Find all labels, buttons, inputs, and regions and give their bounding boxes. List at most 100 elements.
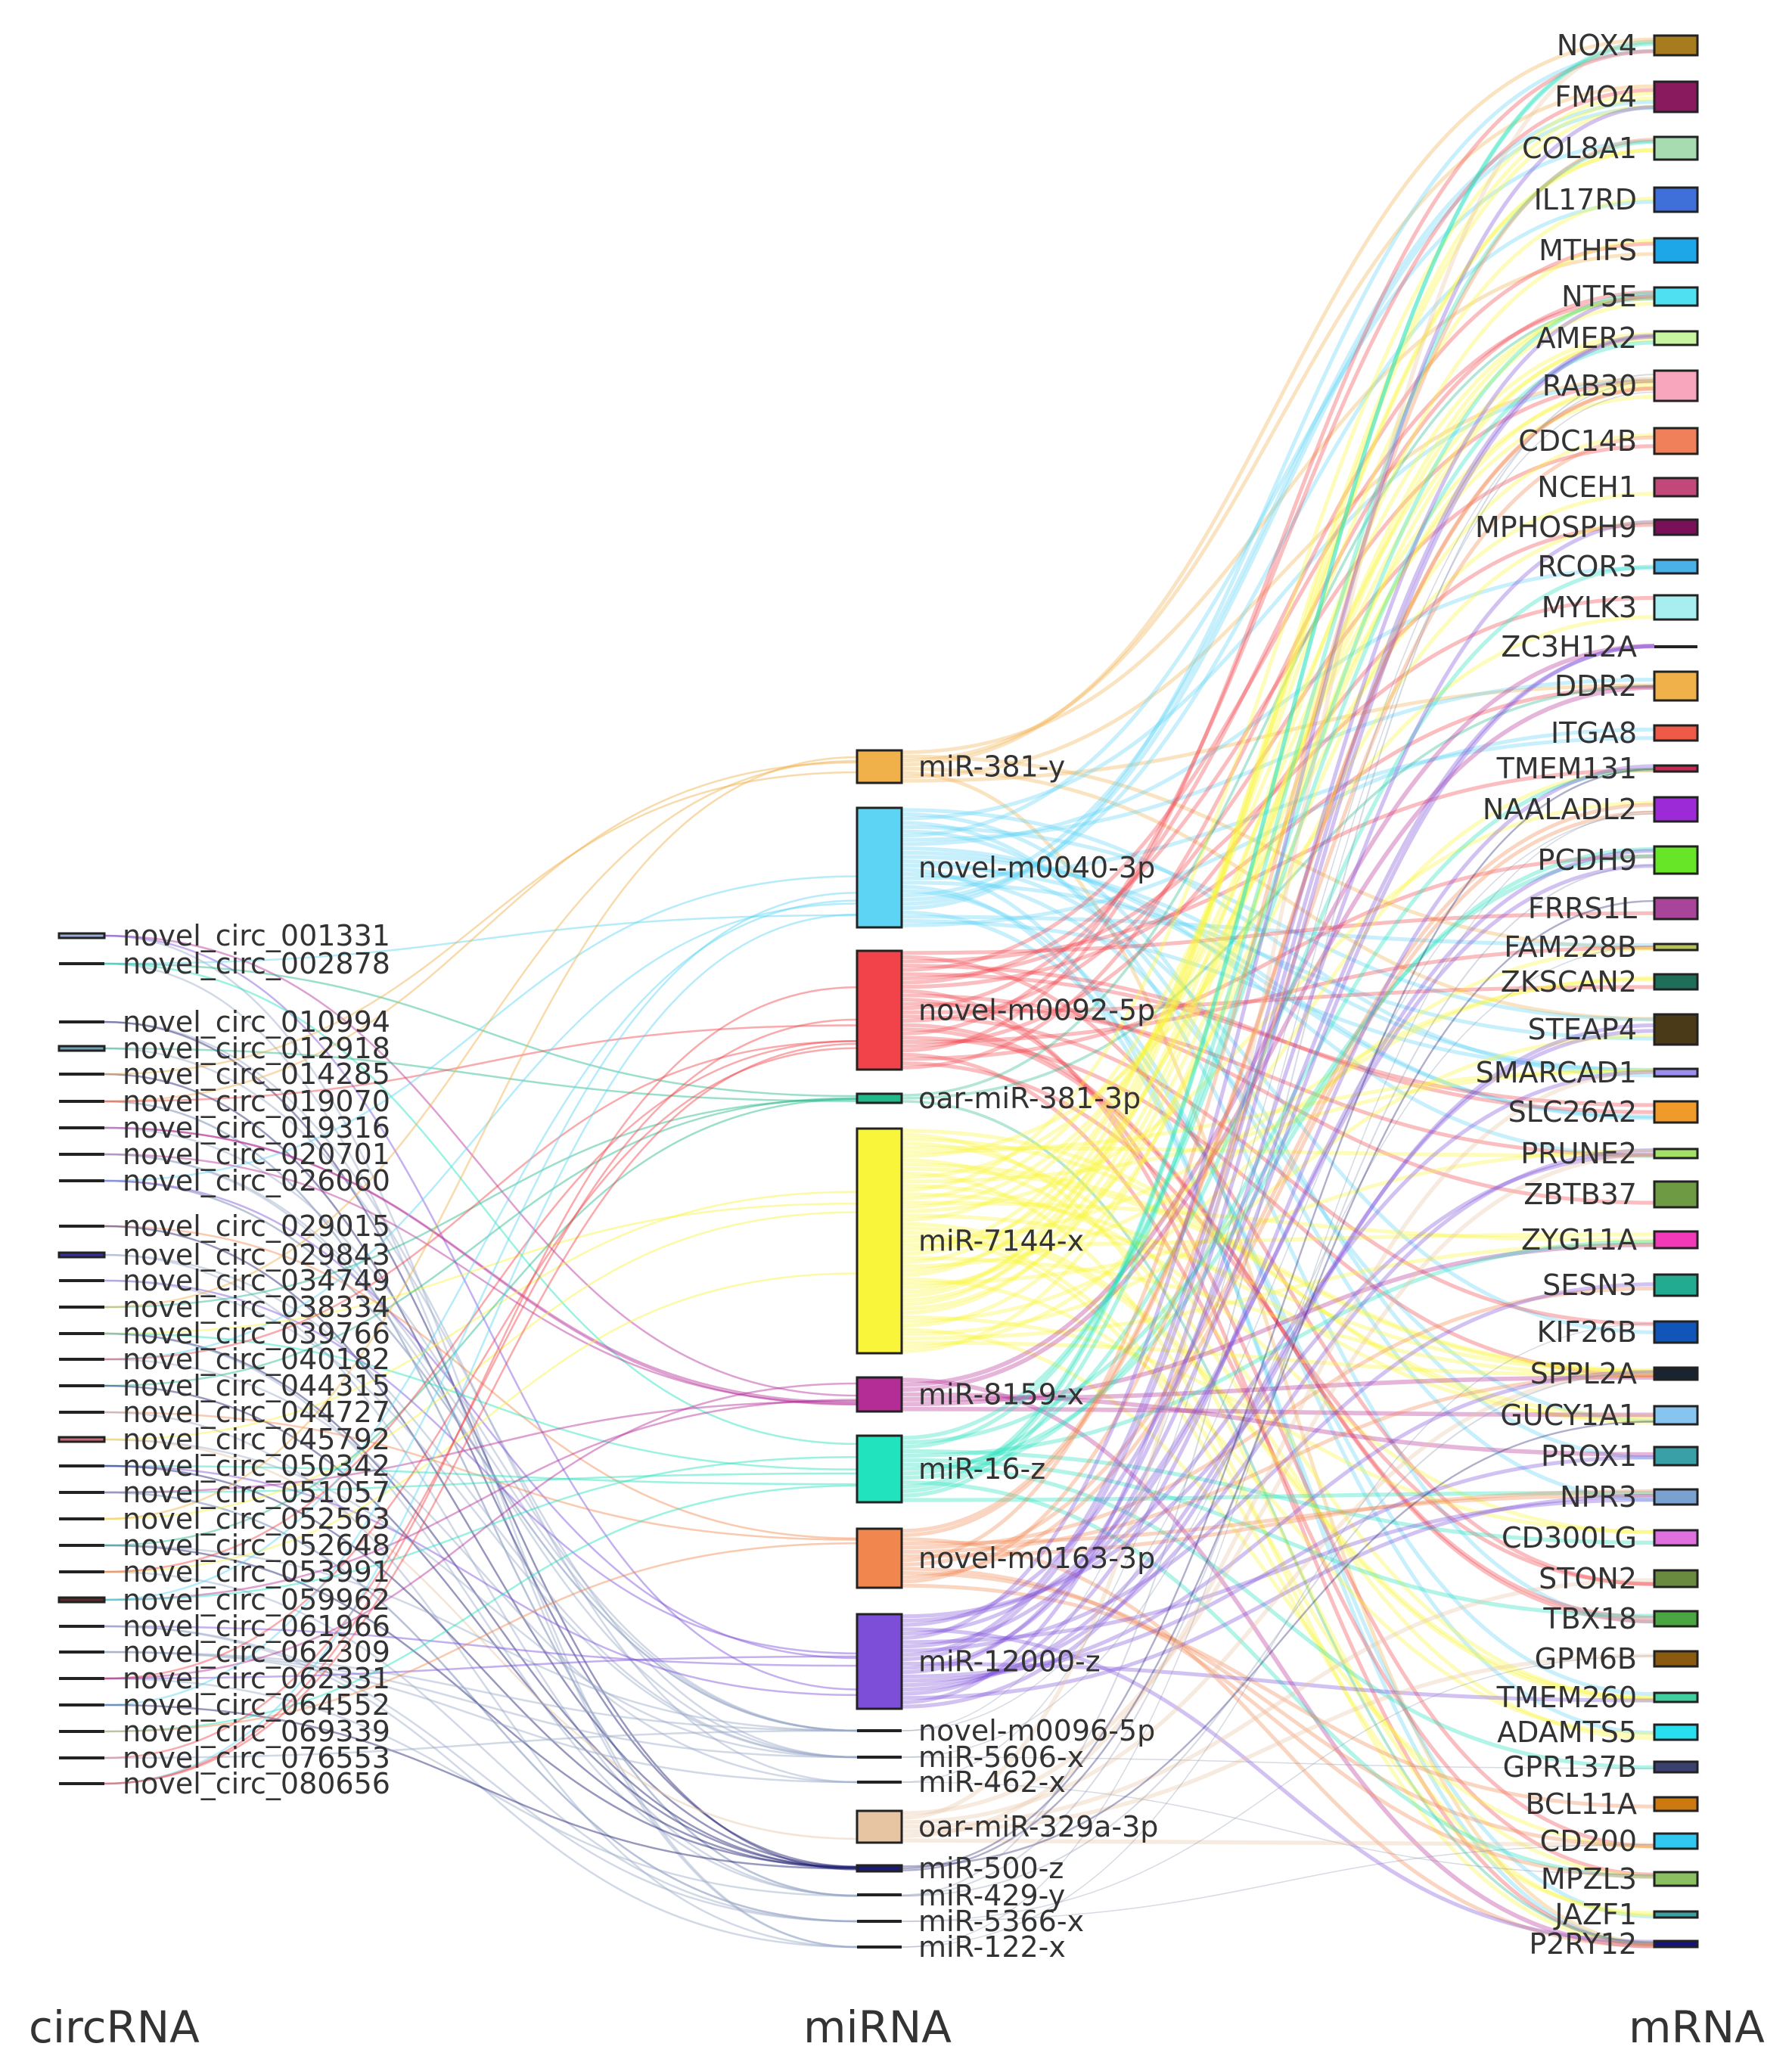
mirna-node-mir-462-x[interactable]: miR-462-x [857,1765,1066,1799]
mrna-node-jazf1[interactable]: JAZF1 [1553,1898,1697,1931]
mirna-bar [857,1865,902,1871]
mirna-bar [857,1529,902,1588]
mrna-label: NPR3 [1560,1480,1637,1514]
mrna-node-prune2[interactable]: PRUNE2 [1520,1137,1697,1170]
mrna-bar [1654,1182,1697,1207]
mrna-node-zyg11a[interactable]: ZYG11A [1521,1223,1697,1256]
mrna-node-il17rd[interactable]: IL17RD [1534,183,1697,216]
mirna-label: oar-miR-381-3p [918,1082,1141,1115]
mrna-bar [1654,672,1697,700]
column-title-circrna: circRNA [29,2001,200,2053]
mrna-node-kif26b[interactable]: KIF26B [1537,1315,1697,1349]
mrna-bar [1654,1231,1697,1248]
mrna-node-amer2[interactable]: AMER2 [1536,321,1697,355]
mirna-label: miR-16-z [918,1452,1045,1486]
mrna-bar [1654,898,1697,919]
mrna-label: GUCY1A1 [1500,1399,1637,1432]
mrna-label: ZYG11A [1521,1223,1637,1256]
mrna-label: SLC26A2 [1508,1095,1637,1129]
mrna-label: RCOR3 [1537,550,1637,583]
mrna-node-prox1[interactable]: PROX1 [1541,1439,1697,1473]
mrna-node-fmo4[interactable]: FMO4 [1554,80,1697,113]
mrna-node-zbtb37[interactable]: ZBTB37 [1523,1178,1697,1211]
mrna-bar [1654,1014,1697,1045]
mrna-node-gpm6b[interactable]: GPM6B [1535,1642,1697,1675]
mrna-bar [1654,1275,1697,1296]
mrna-node-smarcad1[interactable]: SMARCAD1 [1476,1056,1697,1089]
mrna-bar [1654,1762,1697,1772]
mrna-node-tmem131[interactable]: TMEM131 [1496,752,1697,785]
mrna-node-gpr137b[interactable]: GPR137B [1503,1750,1697,1784]
mrna-bar [1654,797,1697,821]
mrna-label: KIF26B [1537,1315,1637,1349]
mrna-bar [1654,1941,1697,1947]
mrna-node-steap4[interactable]: STEAP4 [1528,1013,1697,1046]
mrna-bar [1654,137,1697,160]
mrna-label: COL8A1 [1522,132,1637,165]
mrna-label: STEAP4 [1528,1013,1637,1046]
mrna-node-col8a1[interactable]: COL8A1 [1522,132,1697,165]
mrna-bar [1654,1725,1697,1740]
mrna-node-cd300lg[interactable]: CD300LG [1502,1521,1697,1554]
mrna-node-nt5e[interactable]: NT5E [1561,280,1697,313]
mrna-node-ston2[interactable]: STON2 [1539,1562,1697,1595]
mrna-bar [1654,1693,1697,1702]
mrna-node-frrs1l[interactable]: FRRS1L [1528,892,1697,925]
mrna-node-adamts5[interactable]: ADAMTS5 [1497,1716,1697,1749]
mrna-bar [1654,1530,1697,1545]
circrna-label: novel_circ_026060 [123,1164,390,1197]
mrna-node-nox4[interactable]: NOX4 [1557,29,1697,62]
mirna-node-oar-mir-329a-3p[interactable]: oar-miR-329a-3p [857,1810,1158,1843]
mrna-node-tmem260[interactable]: TMEM260 [1496,1681,1697,1714]
mrna-node-mthfs[interactable]: MTHFS [1539,234,1697,267]
mrna-node-npr3[interactable]: NPR3 [1560,1480,1697,1514]
mrna-node-bcl11a[interactable]: BCL11A [1526,1787,1697,1821]
mrna-label: TMEM131 [1496,752,1637,785]
mrna-node-cd200[interactable]: CD200 [1540,1824,1697,1858]
mrna-node-pcdh9[interactable]: PCDH9 [1538,843,1697,877]
mrna-node-zc3h12a[interactable]: ZC3H12A [1501,630,1697,663]
mrna-node-ddr2[interactable]: DDR2 [1554,669,1697,703]
mrna-label: GPM6B [1535,1642,1637,1675]
mrna-node-p2ry12[interactable]: P2RY12 [1529,1927,1697,1961]
mrna-node-nceh1[interactable]: NCEH1 [1537,470,1697,504]
mrna-label: IL17RD [1534,183,1637,216]
mrna-label: NCEH1 [1537,470,1637,504]
mrna-node-rab30[interactable]: RAB30 [1542,369,1697,402]
mrna-label: PROX1 [1541,1439,1637,1473]
mrna-label: ZC3H12A [1501,630,1637,663]
mrna-node-mylk3[interactable]: MYLK3 [1542,591,1697,624]
column-title-mrna: mRNA [1629,2001,1765,2053]
mirna-node-mir-381-y[interactable]: miR-381-y [857,750,1065,784]
mrna-node-slc26a2[interactable]: SLC26A2 [1508,1095,1697,1129]
mrna-bar [1654,765,1697,772]
circrna-bar [59,1253,104,1257]
mrna-node-gucy1a1[interactable]: GUCY1A1 [1500,1399,1697,1432]
mrna-label: RAB30 [1542,369,1637,402]
mrna-bar [1654,520,1697,535]
mirna-bar [857,1094,902,1103]
mrna-node-cdc14b[interactable]: CDC14B [1518,424,1697,458]
mrna-label: ZBTB37 [1523,1178,1637,1211]
mrna-bar [1654,1149,1697,1158]
mrna-bar [1654,974,1697,989]
mrna-label: SESN3 [1542,1269,1637,1302]
mrna-node-fam228b[interactable]: FAM228B [1504,930,1697,964]
mrna-node-mpzl3[interactable]: MPZL3 [1541,1862,1697,1896]
mirna-node-oar-mir-381-3p[interactable]: oar-miR-381-3p [857,1082,1141,1115]
mrna-node-rcor3[interactable]: RCOR3 [1537,550,1697,583]
mrna-node-sesn3[interactable]: SESN3 [1542,1269,1697,1302]
mrna-bar [1654,1321,1697,1343]
mrna-node-tbx18[interactable]: TBX18 [1542,1602,1697,1635]
mirna-node-mir-122-x[interactable]: miR-122-x [857,1930,1066,1964]
mrna-node-naaladl2[interactable]: NAALADL2 [1483,793,1697,826]
mrna-bar [1654,1834,1697,1849]
mirna-label: novel-m0163-3p [918,1542,1155,1575]
mrna-node-mphosph9[interactable]: MPHOSPH9 [1475,511,1697,544]
mrna-node-itga8[interactable]: ITGA8 [1551,716,1697,750]
mrna-node-sppl2a[interactable]: SPPL2A [1530,1357,1697,1390]
mirna-node-mir-8159-x[interactable]: miR-8159-x [857,1377,1084,1411]
mrna-label: SPPL2A [1530,1357,1637,1390]
mirna-bar [857,1436,902,1502]
mrna-node-zkscan2[interactable]: ZKSCAN2 [1501,965,1697,998]
